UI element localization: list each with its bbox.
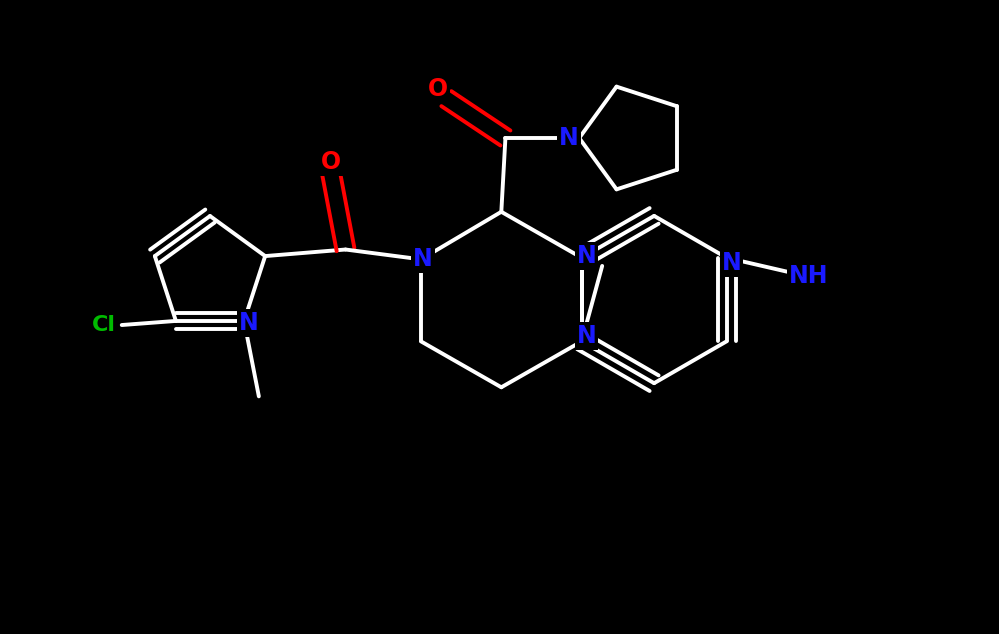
Text: O: O	[429, 77, 449, 101]
Text: N: N	[239, 311, 259, 335]
Text: O: O	[321, 150, 341, 174]
Text: Cl: Cl	[92, 315, 116, 335]
Text: N: N	[576, 325, 596, 348]
Text: N: N	[559, 126, 579, 150]
Text: NH: NH	[789, 264, 828, 288]
Text: N: N	[576, 243, 596, 268]
Text: N: N	[721, 250, 741, 275]
Text: N: N	[413, 247, 433, 271]
